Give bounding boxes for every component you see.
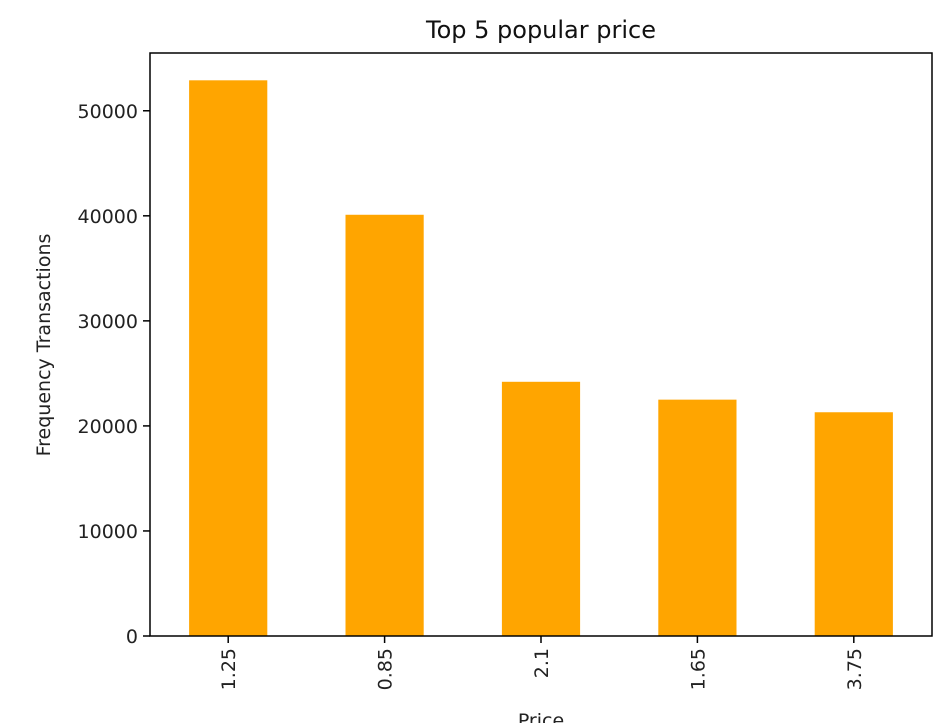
y-tick-label: 30000	[78, 311, 138, 333]
y-axis-label: Frequency Transactions	[33, 234, 55, 457]
bars-group	[189, 80, 893, 637]
y-tick-label: 50000	[78, 101, 138, 123]
x-axis-ticks: 1.25 0.85 2.1 1.65 3.75	[218, 636, 866, 690]
x-axis-label: Price	[518, 710, 564, 723]
y-axis-ticks: 0 10000 20000 30000 40000 50000	[78, 101, 150, 648]
bar-2-1	[501, 381, 581, 636]
x-tick-label: 0.85	[375, 648, 397, 690]
chart-title: Top 5 popular price	[425, 16, 656, 44]
y-tick-label: 0	[126, 626, 138, 648]
y-tick-label: 40000	[78, 206, 138, 228]
x-tick-label: 3.75	[844, 648, 866, 690]
bar-1-65	[658, 399, 737, 636]
x-tick-label: 1.25	[218, 648, 240, 690]
plot-frame	[149, 52, 933, 637]
x-tick-label: 2.1	[531, 648, 553, 678]
y-tick-label: 20000	[78, 416, 138, 438]
bar-1-25	[189, 80, 268, 637]
bar-3-75	[814, 412, 893, 636]
bar-0-85	[345, 214, 424, 637]
x-tick-label: 1.65	[687, 648, 709, 690]
y-tick-label: 10000	[78, 521, 138, 543]
